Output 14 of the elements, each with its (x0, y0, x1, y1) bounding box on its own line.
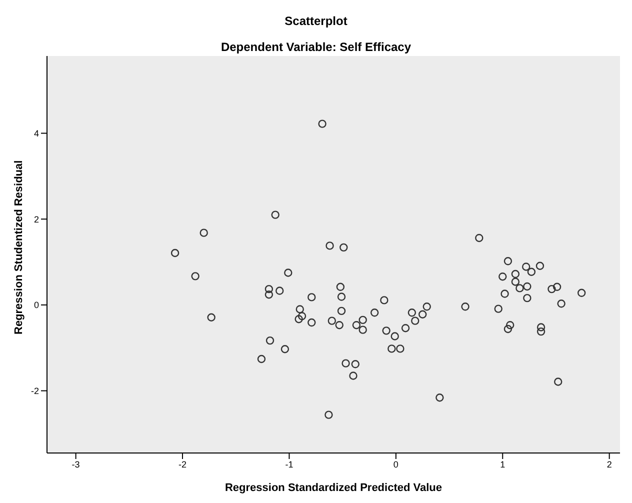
y-axis-title: Regression Studentized Residual (12, 160, 25, 334)
chart-subtitle: Dependent Variable: Self Efficacy (220, 39, 412, 54)
x-tick-label: 2 (606, 459, 612, 470)
y-tick-label: 4 (34, 128, 39, 138)
x-tick-label: -2 (178, 459, 187, 470)
y-tick-label: 0 (34, 300, 39, 310)
x-axis-title: Regression Standardized Predicted Value (224, 482, 442, 494)
x-tick-label: -1 (285, 459, 294, 470)
x-tick-label: -3 (72, 459, 80, 470)
x-tick-label: 0 (393, 459, 398, 470)
y-tick-label: -2 (30, 386, 39, 396)
chart-title: Scatterplot (284, 13, 348, 28)
y-tick-label: 2 (34, 214, 39, 224)
x-tick-label: 1 (500, 459, 506, 470)
